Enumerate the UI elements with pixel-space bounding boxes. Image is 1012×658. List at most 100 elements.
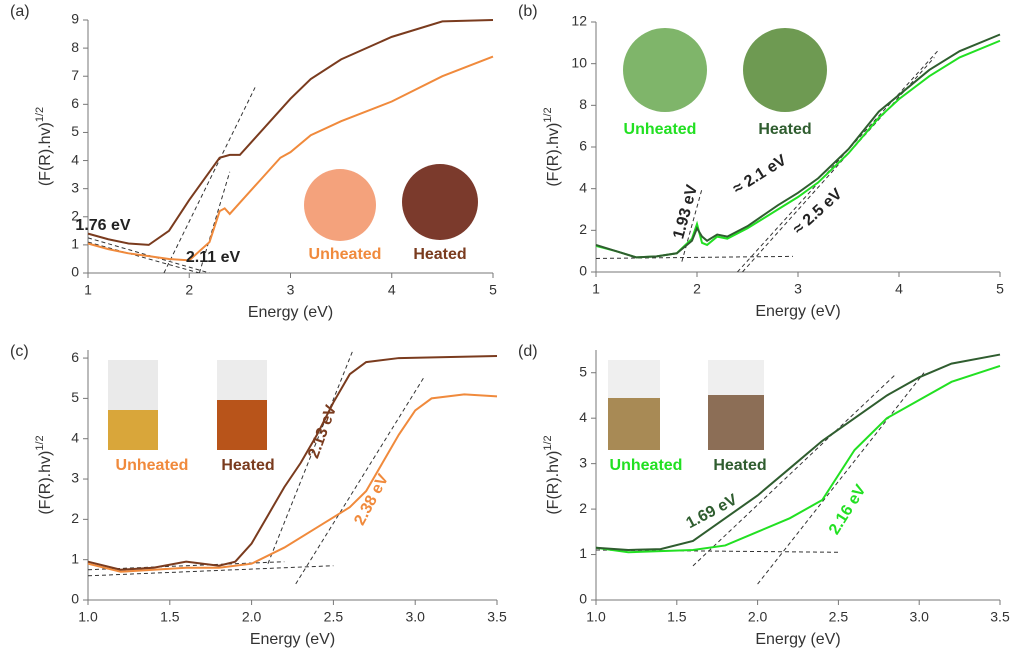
y-axis-label: (F(R).hv)1/2 [542, 107, 562, 186]
y-tick-label: 0 [579, 591, 587, 607]
y-tick-label: 7 [71, 67, 79, 83]
y-tick-label: 3 [71, 470, 79, 486]
tangent-line [758, 373, 924, 584]
figure: 123450123456789Energy (eV)(F(R).hv)1/2(a… [0, 0, 1012, 653]
y-tick-label: 12 [571, 13, 587, 29]
x-axis-label: Energy (eV) [250, 631, 335, 648]
x-tick-label: 2 [693, 281, 701, 297]
y-tick-label: 1 [71, 236, 79, 252]
photo-heated-liquid [217, 400, 267, 450]
x-tick-label: 1.5 [160, 609, 180, 625]
x-tick-label: 2.0 [748, 609, 768, 625]
x-tick-label: 2.5 [324, 609, 344, 625]
tangent-line [296, 378, 424, 584]
x-tick-label: 1.5 [667, 609, 687, 625]
y-tick-label: 6 [71, 95, 79, 111]
y-tick-label: 3 [71, 179, 79, 195]
y-tick-label: 10 [571, 54, 587, 70]
x-axis-label: Energy (eV) [755, 303, 840, 320]
photo-unheated-liquid [608, 398, 660, 450]
photo-unheated [623, 28, 707, 112]
photo-heated [743, 28, 827, 112]
y-tick-label: 4 [579, 179, 587, 195]
y-tick-label: 1 [579, 545, 587, 561]
y-axis-label: (F(R).hv)1/2 [542, 435, 562, 514]
y-tick-label: 8 [71, 39, 79, 55]
photo-heated [402, 164, 478, 240]
legend-label: Heated [713, 457, 766, 474]
y-tick-label: 5 [71, 389, 79, 405]
y-tick-label: 0 [71, 591, 79, 607]
y-tick-label: 0 [579, 263, 587, 279]
x-tick-label: 2.5 [829, 609, 849, 625]
y-axis-label: (F(R).hv)1/2 [34, 435, 54, 514]
x-tick-label: 3.5 [990, 609, 1010, 625]
x-tick-label: 1 [592, 281, 600, 297]
x-tick-label: 1 [84, 282, 92, 298]
y-tick-label: 6 [579, 138, 587, 154]
annotation: 1.93 eV [670, 183, 701, 241]
y-tick-label: 5 [71, 123, 79, 139]
x-tick-label: 1.0 [78, 609, 98, 625]
annotation: 2.11 eV [186, 249, 241, 266]
x-axis-label: Energy (eV) [755, 631, 840, 648]
x-tick-label: 3.0 [909, 609, 929, 625]
tangent-line [164, 87, 255, 273]
photo-heated-liquid [708, 395, 764, 450]
y-axis-label-sup: 1/2 [542, 435, 554, 450]
legend-label: Heated [758, 121, 811, 138]
y-tick-label: 1 [71, 550, 79, 566]
tangent-line [88, 242, 199, 273]
y-tick-label: 4 [71, 151, 79, 167]
panel-label: (b) [518, 3, 538, 20]
x-tick-label: 3 [287, 282, 295, 298]
y-axis-label: (F(R).hv)1/2 [34, 107, 54, 186]
panel-label: (a) [10, 3, 30, 20]
y-tick-label: 2 [579, 221, 587, 237]
y-tick-label: 0 [71, 264, 79, 280]
y-axis-label-main: (F(R).hv) [37, 122, 54, 186]
y-tick-label: 4 [579, 409, 587, 425]
x-tick-label: 4 [895, 281, 903, 297]
legend-label: Unheated [624, 121, 697, 138]
photos [108, 28, 827, 450]
legend-label: Heated [221, 457, 274, 474]
y-tick-label: 3 [579, 454, 587, 470]
y-axis-label-main: (F(R).hv) [545, 451, 562, 515]
y-axis-label-main: (F(R).hv) [545, 123, 562, 187]
y-tick-label: 2 [71, 510, 79, 526]
photo-unheated [304, 169, 376, 241]
legend-label: Unheated [116, 457, 189, 474]
y-tick-label: 9 [71, 11, 79, 27]
annotation: 1.76 eV [75, 217, 130, 234]
x-tick-label: 1.0 [586, 609, 606, 625]
x-tick-label: 3.5 [487, 609, 507, 625]
legend-label: Unheated [309, 246, 382, 263]
legend-label: Unheated [610, 457, 683, 474]
y-axis-label-sup: 1/2 [34, 435, 46, 450]
panel-label: (c) [10, 343, 29, 360]
y-tick-label: 5 [579, 363, 587, 379]
annotation: ≈ 2.1 eV [730, 152, 790, 198]
photo-unheated-liquid [108, 410, 158, 450]
x-tick-label: 2.0 [242, 609, 262, 625]
x-tick-label: 2 [185, 282, 193, 298]
y-tick-label: 2 [579, 500, 587, 516]
x-tick-label: 5 [996, 281, 1004, 297]
y-tick-label: 8 [579, 96, 587, 112]
annotation: 2.13 eV [305, 403, 340, 461]
y-axis-label-sup: 1/2 [542, 107, 554, 122]
x-tick-label: 3.0 [405, 609, 425, 625]
annotation: 2.16 eV [826, 482, 870, 538]
annotation: 1.69 eV [684, 491, 741, 532]
tangent-line [596, 256, 793, 258]
x-tick-label: 5 [489, 282, 497, 298]
x-tick-label: 4 [388, 282, 396, 298]
y-axis-label-sup: 1/2 [34, 107, 46, 122]
panel-label: (d) [518, 343, 538, 360]
x-tick-label: 3 [794, 281, 802, 297]
legend-label: Heated [413, 246, 466, 263]
y-tick-label: 4 [71, 429, 79, 445]
x-axis-label: Energy (eV) [248, 304, 333, 321]
y-tick-label: 6 [71, 349, 79, 365]
